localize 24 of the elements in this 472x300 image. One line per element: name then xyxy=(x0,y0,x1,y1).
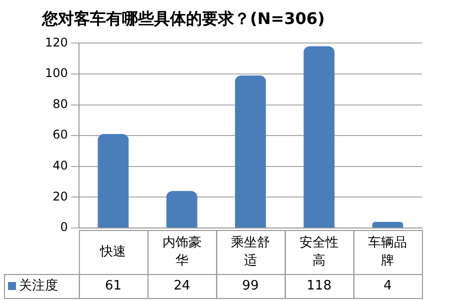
y-tick-label: 100 xyxy=(45,66,68,80)
data-label: 4 xyxy=(384,278,392,294)
x-tick-label: 安全性高 xyxy=(300,234,339,268)
x-tick-label: 乘坐舒适 xyxy=(230,235,270,268)
bar xyxy=(98,134,129,228)
y-tick-label: 40 xyxy=(52,158,68,173)
x-tick-label: 快速 xyxy=(99,244,126,260)
bar xyxy=(166,191,198,228)
data-label: 61 xyxy=(104,278,122,294)
y-tick-label: 80 xyxy=(52,96,68,111)
legend-label: 关注度 xyxy=(19,277,58,294)
bar xyxy=(235,76,266,228)
y-tick-label: 0 xyxy=(60,220,68,234)
y-tick-label: 20 xyxy=(52,189,68,204)
data-label: 99 xyxy=(242,278,259,294)
y-tick-label: 120 xyxy=(45,35,68,50)
data-label: 118 xyxy=(306,278,332,294)
x-tick-label: 内饰豪华 xyxy=(162,235,202,268)
data-label: 24 xyxy=(174,278,190,294)
x-tick-label: 车辆品牌 xyxy=(368,235,408,268)
bar xyxy=(304,46,335,228)
y-tick-label: 60 xyxy=(52,128,68,142)
bar xyxy=(372,222,404,228)
chart-title: 您对客车有哪些具体的要求？(N=306) xyxy=(41,8,325,28)
